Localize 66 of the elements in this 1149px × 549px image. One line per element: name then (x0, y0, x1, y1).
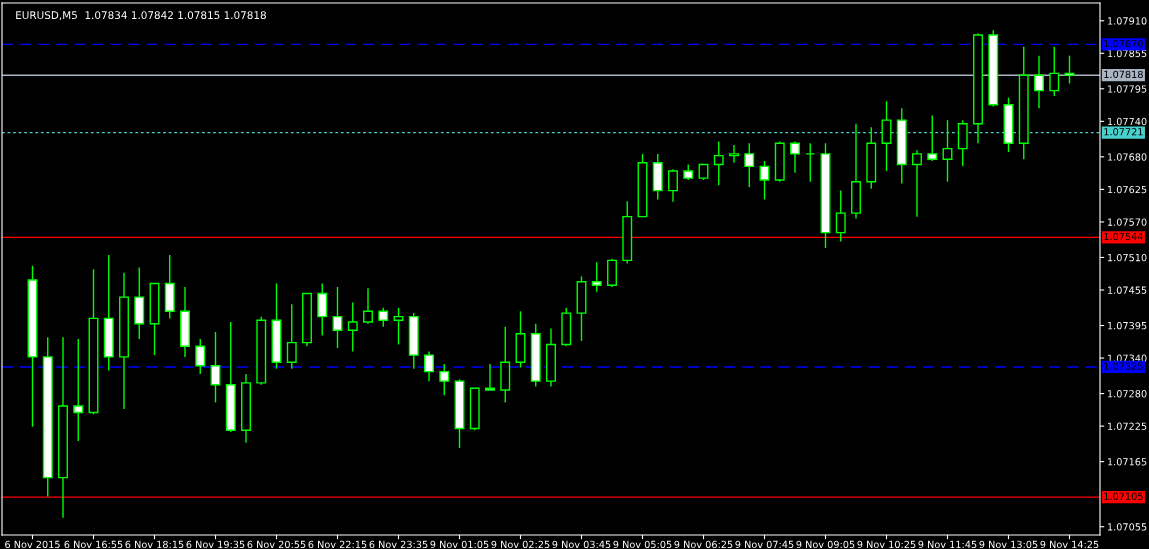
x-tick-label: 6 Nov 23:35 (369, 540, 428, 549)
y-tick-label: 1.07455 (1108, 286, 1147, 294)
candlestick (591, 261, 602, 293)
candlestick (759, 160, 770, 201)
x-tick-label: 6 Nov 2015 (5, 540, 60, 549)
x-tick-label: 9 Nov 10:25 (857, 540, 916, 549)
x-tick-label: 9 Nov 01:05 (430, 540, 489, 549)
y-tick-label: 1.07625 (1108, 185, 1147, 194)
candlestick (668, 168, 678, 203)
candlestick (713, 140, 724, 186)
x-tick-label: 6 Nov 18:15 (125, 540, 184, 549)
ref-line-label: 1.07721 (1104, 128, 1143, 136)
candlestick (942, 119, 953, 183)
y-tick-label: 1.07910 (1108, 17, 1147, 25)
candlestick (744, 142, 755, 188)
x-tick-label: 6 Nov 16:55 (64, 540, 123, 549)
x-tick-label: 9 Nov 14:25 (1040, 540, 1099, 549)
candlestick (1049, 46, 1060, 97)
candlestick (439, 363, 450, 397)
candlestick (332, 286, 343, 349)
y-tick-label: 1.07570 (1108, 218, 1147, 226)
candlestick (363, 287, 373, 325)
candlestick (424, 350, 434, 382)
candlestick (393, 307, 404, 346)
x-tick-label: 9 Nov 07:45 (735, 540, 794, 549)
y-tick-label: 1.07165 (1108, 458, 1147, 466)
candlestick (286, 303, 297, 370)
y-tick-label: 1.07510 (1108, 253, 1147, 262)
x-tick-label: 9 Nov 05:05 (613, 540, 672, 549)
candlestick (1064, 54, 1075, 85)
x-tick-label: 6 Nov 19:35 (186, 540, 245, 549)
ref-line-label: 1.07818 (1104, 70, 1143, 79)
candlestick (73, 338, 84, 442)
candlestick (1034, 54, 1044, 110)
candlestick (378, 307, 389, 328)
x-tick-label: 6 Nov 22:15 (308, 540, 367, 549)
y-tick-label: 1.07680 (1108, 153, 1147, 161)
y-tick-label: 1.07855 (1108, 49, 1147, 58)
x-tick-label: 9 Nov 11:45 (918, 540, 977, 549)
candlestick (195, 338, 206, 375)
x-tick-label: 9 Nov 09:05 (796, 540, 855, 549)
candlestick (347, 301, 358, 353)
candlestick (835, 189, 846, 243)
candlestick (790, 140, 800, 174)
text: EURUSD,M5 1.07834 1.07842 1.07815 1.07818 (16, 11, 266, 21)
ref-line-label: 1.07544 (1104, 232, 1143, 241)
candlestick (881, 100, 892, 172)
x-tick-label: 9 Nov 06:25 (674, 540, 733, 549)
candlestick (317, 282, 328, 337)
y-tick-label: 1.07395 (1108, 321, 1147, 330)
candlestick (210, 331, 221, 404)
candlestick (729, 144, 739, 164)
ref-line-label: 1.07105 (1104, 492, 1143, 500)
x-tick-label: 9 Nov 13:05 (979, 540, 1038, 549)
y-tick-label: 1.07795 (1108, 85, 1147, 93)
y-tick-label: 1.07740 (1108, 117, 1147, 126)
candlestick (927, 114, 938, 162)
ref-line-label: 1.07870 (1104, 39, 1143, 48)
candlestick (485, 363, 495, 391)
y-tick-label: 1.07055 (1108, 523, 1147, 531)
y-tick-label: 1.07225 (1108, 422, 1147, 430)
x-tick-label: 9 Nov 03:45 (552, 540, 611, 549)
y-tick-label: 1.07280 (1108, 390, 1147, 398)
x-tick-label: 9 Nov 02:25 (491, 540, 550, 549)
x-tick-label: 6 Nov 20:55 (247, 540, 306, 549)
candlestick (912, 149, 922, 218)
